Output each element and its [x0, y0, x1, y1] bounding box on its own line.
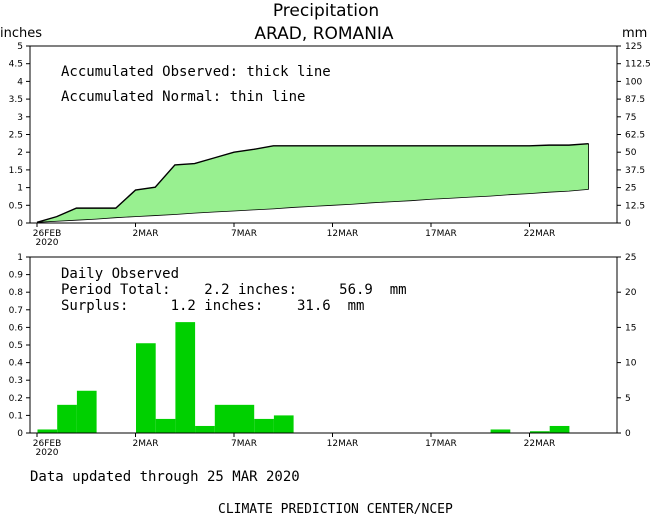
chart-title: Precipitation — [273, 1, 379, 21]
y-tick-label: 0.1 — [9, 411, 23, 421]
x-tick-label: 22MAR — [524, 229, 556, 239]
x-tick-label: 22MAR — [524, 439, 556, 449]
daily-bar — [155, 418, 176, 433]
summary-line: Daily Observed — [61, 266, 179, 282]
x-tick-label: 26FEB — [33, 439, 62, 449]
credit-footer: CLIMATE PREDICTION CENTER/NCEP — [218, 502, 453, 517]
y2-tick-label: 5 — [625, 394, 631, 404]
legend-line: Accumulated Normal: thin line — [61, 89, 305, 105]
y-tick-label: 0.9 — [9, 271, 24, 281]
surplus-fill-area — [37, 143, 589, 223]
accumulated-panel: 00.511.522.533.544.55012.52537.55062.575… — [9, 42, 651, 248]
x-tick-label: 7MAR — [231, 439, 257, 449]
y-tick-label: 0.5 — [9, 341, 23, 351]
daily-bar — [76, 390, 97, 433]
summary-line: Surplus: 1.2 inches: 31.6 mm — [61, 298, 364, 314]
daily-bar — [57, 404, 77, 433]
y2-tick-label: 62.5 — [625, 131, 645, 141]
daily-bar — [37, 429, 58, 433]
y2-tick-label: 87.5 — [625, 95, 645, 105]
y-tick-label: 0.4 — [9, 359, 24, 369]
y2-tick-label: 12.5 — [625, 201, 645, 211]
daily-bar — [254, 418, 274, 433]
x-year-label: 2020 — [36, 448, 59, 458]
x-tick-label: 12MAR — [327, 229, 359, 239]
updated-footer: Data updated through 25 MAR 2020 — [30, 469, 300, 485]
y-tick-label: 3 — [17, 113, 23, 123]
y-tick-label: 1 — [17, 253, 23, 263]
y2-tick-label: 112.5 — [625, 60, 651, 70]
summary-line: Period Total: 2.2 inches: 56.9 mm — [61, 282, 407, 298]
daily-panel: 00.10.20.30.40.50.60.70.80.9105101520252… — [9, 253, 637, 458]
daily-bar — [530, 431, 550, 433]
y2-tick-label: 0 — [625, 219, 631, 229]
x-tick-label: 26FEB — [33, 229, 62, 239]
y2-tick-label: 100 — [625, 77, 642, 87]
daily-bar — [234, 404, 255, 433]
x-tick-label: 12MAR — [327, 439, 359, 449]
right-unit-label: mm — [622, 26, 647, 41]
x-tick-label: 17MAR — [425, 439, 457, 449]
x-tick-label: 2MAR — [133, 439, 159, 449]
y-tick-label: 0.7 — [9, 306, 23, 316]
accumulated-normal-line — [36, 188, 589, 223]
y-tick-label: 3.5 — [9, 95, 23, 105]
x-tick-label: 7MAR — [231, 229, 257, 239]
y2-tick-label: 37.5 — [625, 166, 645, 176]
daily-bar — [549, 425, 570, 433]
y2-tick-label: 25 — [625, 184, 636, 194]
y-tick-label: 5 — [17, 42, 23, 52]
daily-bar — [175, 322, 196, 433]
y-tick-label: 4 — [17, 77, 23, 87]
y2-tick-label: 10 — [625, 359, 637, 369]
y2-tick-label: 0 — [625, 429, 631, 439]
y-tick-label: 1 — [17, 184, 23, 194]
y2-tick-label: 125 — [625, 42, 642, 52]
y-tick-label: 0.2 — [9, 394, 23, 404]
y-tick-label: 0.5 — [9, 201, 23, 211]
y-tick-label: 0 — [17, 219, 23, 229]
daily-bar — [195, 425, 215, 433]
x-year-label: 2020 — [36, 238, 59, 248]
daily-bar — [136, 343, 156, 433]
y-tick-label: 0.3 — [9, 376, 23, 386]
chart-subtitle: ARAD, ROMANIA — [254, 24, 394, 44]
y-tick-label: 1.5 — [9, 166, 23, 176]
daily-bar — [214, 404, 235, 433]
y2-tick-label: 25 — [625, 253, 636, 263]
y-tick-label: 0.6 — [9, 323, 24, 333]
y2-tick-label: 75 — [625, 113, 636, 123]
x-tick-label: 17MAR — [425, 229, 457, 239]
x-tick-label: 2MAR — [133, 229, 159, 239]
daily-bar — [273, 415, 294, 433]
y-tick-label: 2.5 — [9, 131, 23, 141]
y2-tick-label: 50 — [625, 148, 637, 158]
y-tick-label: 4.5 — [9, 60, 23, 70]
legend-line: Accumulated Observed: thick line — [61, 64, 331, 80]
y-tick-label: 0.8 — [9, 288, 24, 298]
left-unit-label: inches — [0, 26, 42, 41]
y2-tick-label: 20 — [625, 288, 637, 298]
y-tick-label: 0 — [17, 429, 23, 439]
accumulated-observed-line — [36, 143, 589, 223]
y2-tick-label: 15 — [625, 323, 636, 333]
y-tick-label: 2 — [17, 148, 23, 158]
daily-bar — [490, 429, 511, 433]
